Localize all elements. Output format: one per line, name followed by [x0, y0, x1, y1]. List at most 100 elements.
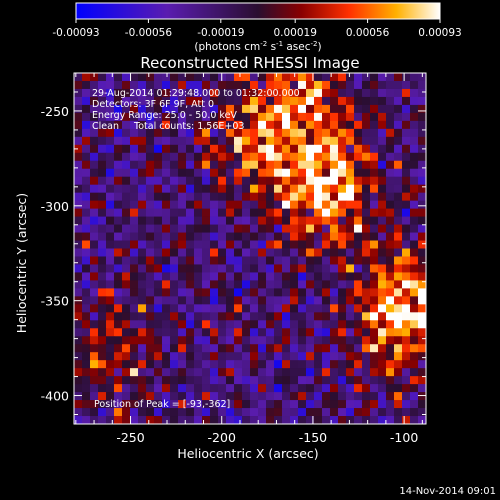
heatmap-cell: [306, 336, 315, 345]
heatmap-cell: [202, 168, 211, 178]
heatmap-cell: [226, 384, 235, 393]
heatmap-cell: [138, 312, 147, 321]
heatmap-cell: [162, 128, 171, 138]
heatmap-cell: [122, 400, 131, 409]
heatmap-cell: [74, 168, 83, 178]
heatmap-cell: [242, 152, 251, 162]
heatmap-cell: [274, 384, 283, 393]
heatmap-cell: [306, 272, 315, 281]
heatmap-cell: [266, 112, 275, 122]
heatmap-cell: [306, 320, 315, 329]
heatmap-cell: [178, 256, 187, 265]
heatmap-cell: [114, 416, 123, 424]
y-tick-label: -300: [41, 199, 69, 214]
heatmap-cell: [266, 176, 275, 186]
heatmap-cell: [130, 80, 139, 90]
heatmap-cell: [154, 272, 163, 281]
heatmap-cell: [170, 192, 179, 202]
heatmap-cell: [138, 296, 147, 305]
heatmap-cell: [186, 144, 195, 154]
heatmap-cell: [338, 320, 347, 329]
heatmap-cell: [330, 192, 339, 202]
heatmap-cell: [146, 208, 155, 217]
heatmap-cell: [242, 80, 251, 90]
heatmap-cell: [386, 288, 395, 297]
heatmap-cell: [338, 256, 347, 265]
heatmap-cell: [226, 168, 235, 178]
heatmap-cell: [258, 216, 267, 225]
heatmap-cell: [354, 240, 363, 249]
heatmap-cell: [226, 256, 235, 265]
heatmap-cell: [146, 416, 155, 424]
heatmap-cell: [138, 184, 147, 194]
heatmap-cell: [322, 344, 331, 353]
heatmap-cell: [266, 240, 275, 249]
heatmap-cell: [378, 360, 387, 369]
heatmap-cell: [170, 384, 179, 393]
heatmap-cell: [226, 352, 235, 361]
heatmap-cell: [106, 88, 115, 98]
heatmap-cell: [362, 400, 371, 409]
heatmap-cell: [378, 392, 387, 401]
heatmap-cell: [354, 264, 363, 273]
heatmap-cell: [274, 392, 283, 401]
heatmap-cell: [114, 368, 123, 377]
heatmap-cell: [274, 208, 283, 217]
heatmap-cell: [218, 200, 227, 210]
heatmap-cell: [146, 104, 155, 114]
heatmap-cell: [234, 360, 243, 369]
heatmap-cell: [114, 216, 123, 225]
heatmap-cell: [338, 416, 347, 424]
heatmap-cell: [162, 184, 171, 194]
heatmap-cell: [274, 168, 283, 178]
heatmap-cell: [114, 136, 123, 146]
heatmap-cell: [402, 312, 411, 321]
heatmap-cell: [322, 128, 331, 138]
heatmap-cell: [354, 104, 363, 114]
heatmap-cell: [162, 200, 171, 210]
heatmap-cell: [210, 168, 219, 178]
heatmap-cell: [394, 384, 403, 393]
heatmap-cell: [74, 272, 83, 281]
heatmap-cell: [258, 200, 267, 210]
heatmap-cell: [90, 192, 99, 202]
heatmap-cell: [234, 320, 243, 329]
heatmap-cell: [130, 88, 139, 98]
heatmap-cell: [282, 104, 291, 114]
heatmap-cell: [82, 296, 91, 305]
heatmap-cell: [130, 352, 139, 361]
heatmap-cell: [74, 184, 83, 194]
heatmap-cell: [306, 112, 315, 122]
heatmap-cell: [178, 288, 187, 297]
heatmap-cell: [250, 80, 259, 90]
heatmap-cell: [322, 272, 331, 281]
heatmap-cell: [370, 256, 379, 265]
heatmap-cell: [234, 272, 243, 281]
heatmap-cell: [242, 344, 251, 353]
heatmap-cell: [210, 264, 219, 273]
heatmap-cell: [290, 136, 299, 146]
heatmap-cell: [346, 96, 355, 106]
heatmap-cell: [130, 344, 139, 353]
heatmap-cell: [90, 312, 99, 321]
heatmap-cell: [106, 152, 115, 162]
heatmap-cell: [410, 304, 419, 313]
heatmap-cell: [274, 192, 283, 202]
heatmap-cell: [314, 112, 323, 122]
heatmap-cell: [370, 392, 379, 401]
heatmap-cell: [138, 384, 147, 393]
heatmap-cell: [154, 88, 163, 98]
heatmap-cell: [266, 296, 275, 305]
heatmap-cell: [306, 280, 315, 289]
heatmap-cell: [258, 232, 267, 241]
heatmap-cell: [330, 232, 339, 241]
annotation-energy-range: Energy Range: 25.0 - 50.0 keV: [92, 110, 237, 121]
heatmap-cell: [250, 112, 259, 122]
heatmap-cell: [114, 120, 123, 130]
heatmap-cell: [250, 136, 259, 146]
heatmap-cell: [338, 184, 347, 194]
heatmap-cell: [74, 400, 83, 409]
heatmap-cell: [218, 328, 227, 337]
heatmap-cell: [162, 112, 171, 122]
heatmap-cell: [314, 312, 323, 321]
